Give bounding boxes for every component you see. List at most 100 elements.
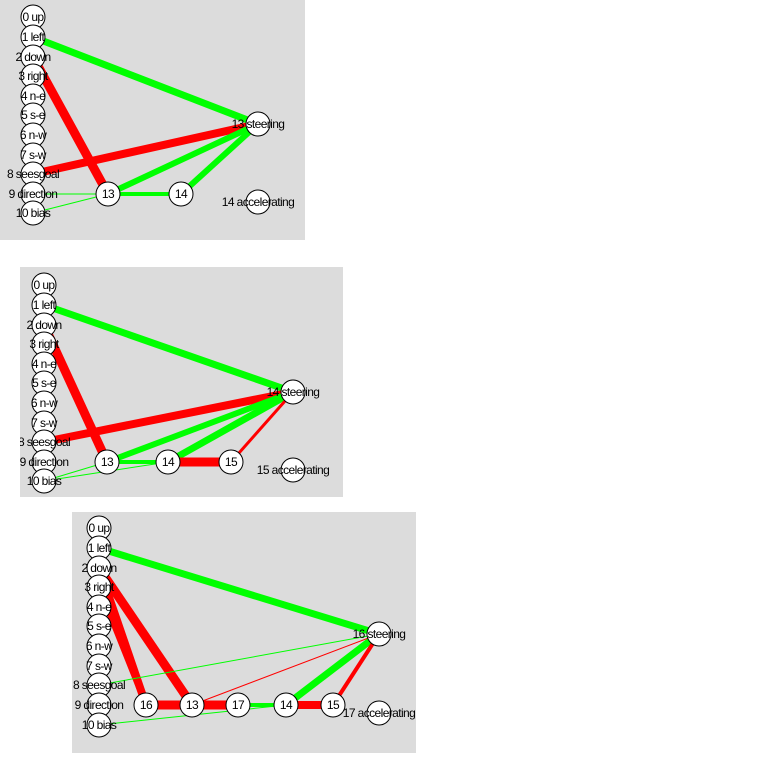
node-label: 15 bbox=[225, 455, 238, 469]
nodes: 0 up 1 left 2 down 3 right 4 n-e 5 s-e 6 n-w 7 … bbox=[7, 4, 295, 226]
edge-n8-o14 bbox=[43, 388, 294, 446]
node-n9: 9 direction bbox=[75, 692, 124, 718]
node-label: 17 bbox=[232, 698, 245, 712]
node-label: 0 up bbox=[34, 278, 56, 292]
node-label: 4 n-e bbox=[21, 89, 46, 103]
node-n7: 7 s-w bbox=[86, 653, 113, 679]
node-label: 0 up bbox=[89, 521, 111, 535]
edge-n8-o13 bbox=[32, 120, 259, 178]
node-circle bbox=[155, 449, 181, 475]
node-label: 2 down bbox=[15, 50, 50, 64]
nodes: 0 up 1 left 2 down 3 right 4 n-e 5 s-e 6 n-w 7 … bbox=[20, 272, 330, 494]
node-label: 16 bbox=[140, 698, 153, 712]
node-h13: 13 bbox=[94, 449, 120, 475]
node-label: 1 left bbox=[33, 298, 57, 312]
node-h14: 14 bbox=[273, 692, 299, 718]
edge-h14-o16 bbox=[283, 631, 382, 708]
node-label: 5 s-e bbox=[87, 619, 112, 633]
node-n1: 1 left bbox=[31, 292, 57, 318]
node-label: 10 bias bbox=[16, 206, 51, 220]
node-label: 2 down bbox=[26, 318, 61, 332]
node-label: 9 direction bbox=[75, 698, 124, 712]
node-o14: 14 steering bbox=[267, 379, 320, 405]
node-label: 14 accelerating bbox=[222, 195, 294, 209]
node-h17: 17 bbox=[225, 692, 251, 718]
edge-n2-h13 bbox=[95, 565, 196, 708]
node-n8: 8 seesgoal bbox=[7, 161, 60, 187]
node-circle bbox=[86, 712, 112, 738]
edge-h13-o14 bbox=[105, 389, 295, 465]
node-circle bbox=[133, 692, 159, 718]
node-label: 8 seesgoal bbox=[73, 678, 125, 692]
node-n10: 10 bias bbox=[82, 712, 117, 738]
edge-h15-o14 bbox=[229, 391, 295, 463]
node-n3: 3 right bbox=[84, 574, 115, 600]
node-n0: 0 up bbox=[86, 515, 112, 541]
edge-h15-o16 bbox=[331, 632, 381, 707]
node-n3: 3 right bbox=[29, 331, 60, 357]
node-n2: 2 down bbox=[15, 44, 51, 70]
node-h15: 15 bbox=[218, 449, 244, 475]
node-n7: 7 s-w bbox=[20, 142, 47, 168]
node-label: 2 down bbox=[81, 561, 116, 575]
node-circle bbox=[366, 621, 392, 647]
edges bbox=[29, 33, 261, 214]
node-label: 9 direction bbox=[9, 187, 58, 201]
node-n8: 8 seesgoal bbox=[20, 429, 71, 455]
node-circle bbox=[218, 449, 244, 475]
node-label: 8 seesgoal bbox=[7, 167, 59, 181]
node-n10: 10 bias bbox=[16, 200, 51, 226]
node-n5: 5 s-e bbox=[20, 102, 46, 128]
network-graph-1: 0 up 1 left 2 down 3 right 4 n-e 5 s-e 6 n-w 7 … bbox=[7, 4, 295, 226]
node-n5: 5 s-e bbox=[86, 613, 112, 639]
node-label: 14 bbox=[280, 698, 293, 712]
node-n9: 9 direction bbox=[9, 181, 58, 207]
edge-n10-h13 bbox=[32, 193, 109, 214]
node-h13: 13 bbox=[179, 692, 205, 718]
node-n8: 8 seesgoal bbox=[73, 672, 126, 698]
node-o16: 16 steering bbox=[353, 621, 406, 647]
node-label: 6 n-w bbox=[20, 128, 47, 142]
node-label: 13 steering bbox=[232, 117, 285, 131]
node-h13: 13 bbox=[95, 181, 121, 207]
node-o17: 17 accelerating bbox=[343, 700, 416, 726]
node-n3: 3 right bbox=[18, 63, 49, 89]
node-n9: 9 direction bbox=[20, 449, 69, 475]
network-graph-2: 0 up 1 left 2 down 3 right 4 n-e 5 s-e 6 n-w 7 … bbox=[20, 272, 330, 494]
node-circle bbox=[31, 468, 57, 494]
node-label: 5 s-e bbox=[21, 108, 46, 122]
network-panel-2: 0 up 1 left 2 down 3 right 4 n-e 5 s-e 6 n-w 7 … bbox=[20, 267, 343, 497]
edge-n1-o14 bbox=[42, 301, 295, 396]
edge-n1-o16 bbox=[97, 544, 381, 638]
node-circle bbox=[245, 111, 271, 137]
node-label: 7 s-w bbox=[20, 148, 47, 162]
node-label: 14 bbox=[175, 187, 188, 201]
node-label: 10 bias bbox=[82, 718, 117, 732]
node-n0: 0 up bbox=[31, 272, 57, 298]
node-circle bbox=[94, 449, 120, 475]
node-n10: 10 bias bbox=[27, 468, 62, 494]
node-h14: 14 bbox=[155, 449, 181, 475]
node-circle bbox=[168, 181, 194, 207]
node-circle bbox=[320, 692, 346, 718]
node-label: 3 right bbox=[84, 580, 114, 594]
node-circle bbox=[280, 379, 306, 405]
node-label: 6 n-w bbox=[31, 396, 58, 410]
node-label: 10 bias bbox=[27, 474, 62, 488]
node-label: 7 s-w bbox=[31, 416, 58, 430]
node-label: 4 n-e bbox=[32, 357, 57, 371]
node-label: 14 steering bbox=[267, 385, 320, 399]
node-circle bbox=[273, 692, 299, 718]
network-panel-3: 0 up 1 left 2 down 3 right 4 n-e 5 s-e 6 n-w 7 … bbox=[72, 512, 416, 753]
edge-n2-h13 bbox=[29, 54, 112, 197]
node-label: 4 n-e bbox=[87, 600, 112, 614]
node-n2: 2 down bbox=[26, 312, 62, 338]
node-label: 17 accelerating bbox=[343, 706, 415, 720]
node-circle bbox=[225, 692, 251, 718]
node-circle bbox=[95, 181, 121, 207]
node-n4: 4 n-e bbox=[20, 83, 47, 109]
node-label: 5 s-e bbox=[32, 376, 57, 390]
node-label: 6 n-w bbox=[86, 639, 113, 653]
node-label: 15 accelerating bbox=[257, 463, 329, 477]
node-circle bbox=[179, 692, 205, 718]
